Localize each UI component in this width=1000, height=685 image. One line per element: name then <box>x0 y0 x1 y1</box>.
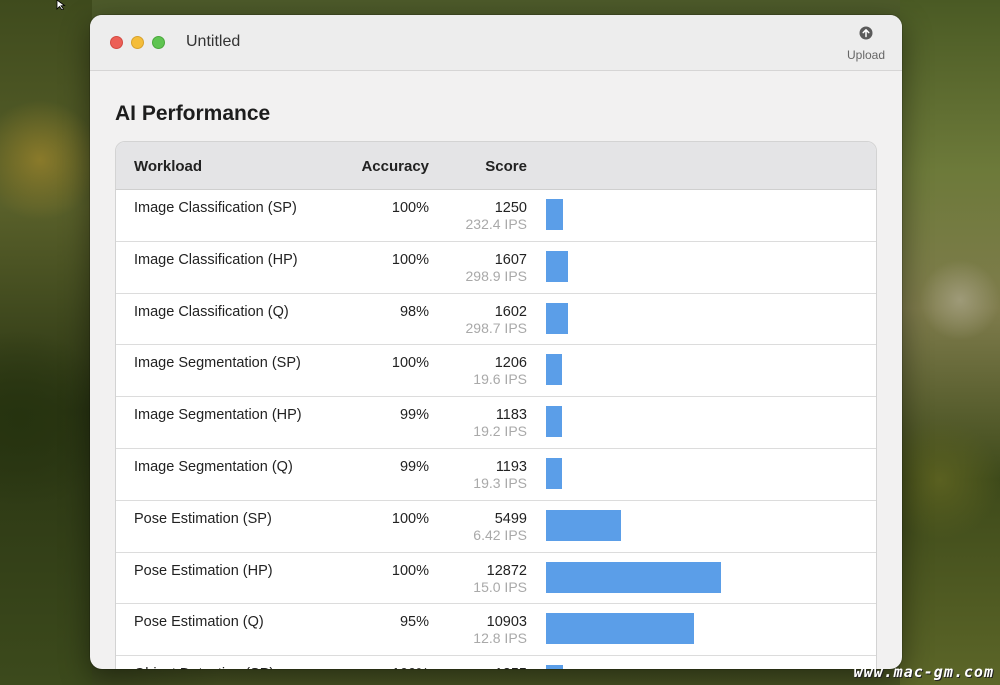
score-value: 1206 <box>494 355 527 372</box>
ips-value: 12.8 IPS <box>473 630 527 647</box>
table-row[interactable]: Pose Estimation (SP) 100% 5499 6.42 IPS <box>116 501 876 553</box>
score-bar <box>546 509 621 541</box>
app-window: Untitled Upload AI Performance Workload … <box>90 15 902 669</box>
results-table: Workload Accuracy Score Image Classifica… <box>115 141 877 669</box>
score-bar <box>546 613 694 645</box>
table-header: Workload Accuracy Score <box>116 142 876 190</box>
score-cell: 5499 6.42 IPS <box>473 511 527 543</box>
ips-value: 15.0 IPS <box>473 578 527 595</box>
score-bar <box>546 561 721 593</box>
desktop-wallpaper-left <box>0 0 92 685</box>
column-header-workload[interactable]: Workload <box>134 158 203 175</box>
workload-cell: Image Segmentation (Q) <box>134 458 293 475</box>
accuracy-cell: 95% <box>399 614 429 631</box>
column-header-accuracy[interactable]: Accuracy <box>361 158 429 175</box>
score-bar <box>546 354 562 386</box>
table-row[interactable]: Image Segmentation (Q) 99% 1193 19.3 IPS <box>116 449 876 501</box>
score-value: 12872 <box>486 562 527 579</box>
score-value: 1250 <box>494 200 527 216</box>
score-bar <box>546 406 562 438</box>
workload-cell: Image Segmentation (SP) <box>134 355 301 372</box>
window-title: Untitled <box>186 33 241 50</box>
page-title: AI Performance <box>115 102 271 125</box>
table-row[interactable]: Image Segmentation (HP) 99% 1183 19.2 IPS <box>116 397 876 449</box>
ips-value: 19.6 IPS <box>473 371 527 388</box>
maximize-window-button[interactable] <box>152 36 165 49</box>
score-bar <box>546 302 568 334</box>
workload-cell: Image Classification (Q) <box>134 303 289 320</box>
score-value: 1255 <box>495 666 527 669</box>
score-value: 1193 <box>495 458 527 475</box>
desktop-wallpaper-right <box>900 0 1000 685</box>
ips-value: 298.7 IPS <box>465 319 528 336</box>
close-window-button[interactable] <box>110 36 123 49</box>
workload-cell: Image Classification (SP) <box>134 200 297 216</box>
workload-cell: Pose Estimation (HP) <box>134 562 273 579</box>
score-bar <box>546 457 562 489</box>
workload-cell: Image Classification (HP) <box>134 251 298 268</box>
score-value: 1602 <box>494 303 527 320</box>
accuracy-cell: 98% <box>399 303 429 320</box>
accuracy-cell: 99% <box>399 407 429 424</box>
ips-value: 6.42 IPS <box>473 526 527 543</box>
ips-value: 19.2 IPS <box>473 423 527 440</box>
upload-arrow-icon <box>859 26 873 40</box>
accuracy-cell: 100% <box>391 251 429 268</box>
score-bar <box>546 199 563 230</box>
score-cell: 1602 298.7 IPS <box>466 304 528 336</box>
table-row[interactable]: Image Classification (SP) 100% 1250 232.4 I… <box>116 190 876 242</box>
table-row[interactable]: Image Classification (Q) 98% 1602 298.7 IPS <box>116 294 876 346</box>
table-row[interactable]: Pose Estimation (HP) 100% 12872 15.0 IPS <box>116 553 876 605</box>
table-row[interactable]: Image Segmentation (SP) 100% 1206 19.6 IPS <box>116 345 876 398</box>
score-value: 1183 <box>495 407 527 424</box>
title-bar[interactable]: Untitled Upload <box>90 15 902 71</box>
accuracy-cell: 100% <box>391 562 429 579</box>
minimize-window-button[interactable] <box>131 36 144 49</box>
score-cell: 1607 298.9 IPS <box>466 252 528 284</box>
accuracy-cell: 100% <box>391 355 429 372</box>
upload-label: Upload <box>846 48 886 62</box>
score-value: 5499 <box>494 510 527 527</box>
accuracy-cell: 99% <box>399 458 429 475</box>
score-cell: 1206 19.6 IPS <box>473 355 527 387</box>
score-cell: 12872 15.0 IPS <box>473 563 527 595</box>
score-cell: 10903 12.8 IPS <box>473 614 527 646</box>
ips-value: 298.9 IPS <box>465 267 528 284</box>
score-bar <box>546 665 563 669</box>
ips-value: 19.3 IPS <box>473 474 527 491</box>
score-value: 10903 <box>486 614 527 631</box>
workload-cell: Pose Estimation (Q) <box>134 614 264 631</box>
table-row[interactable]: Object Detection (SP) 100% 1255 <box>116 656 876 669</box>
accuracy-cell: 100% <box>392 666 429 669</box>
ips-value: 232.4 IPS <box>465 216 528 232</box>
table-row[interactable]: Image Classification (HP) 100% 1607 298.9 I… <box>116 242 876 294</box>
column-header-score[interactable]: Score <box>485 158 527 175</box>
score-cell: 1183 19.2 IPS <box>473 407 527 439</box>
workload-cell: Image Segmentation (HP) <box>134 407 302 424</box>
mouse-cursor-icon <box>56 0 66 10</box>
table-body: Image Classification (SP) 100% 1250 232.4 I… <box>116 190 876 669</box>
accuracy-cell: 100% <box>391 510 429 527</box>
table-row[interactable]: Pose Estimation (Q) 95% 10903 12.8 IPS <box>116 604 876 657</box>
watermark-text: www.mac-gm.com <box>853 663 994 681</box>
workload-cell: Pose Estimation (SP) <box>134 510 272 527</box>
accuracy-cell: 100% <box>391 200 429 216</box>
workload-cell: Object Detection (SP) <box>134 666 274 669</box>
score-bar <box>546 250 568 282</box>
score-cell: 1255 <box>495 666 527 669</box>
upload-button[interactable]: Upload <box>846 26 886 62</box>
score-cell: 1193 19.3 IPS <box>473 459 527 491</box>
score-cell: 1250 232.4 IPS <box>466 200 528 232</box>
score-value: 1607 <box>494 251 527 268</box>
